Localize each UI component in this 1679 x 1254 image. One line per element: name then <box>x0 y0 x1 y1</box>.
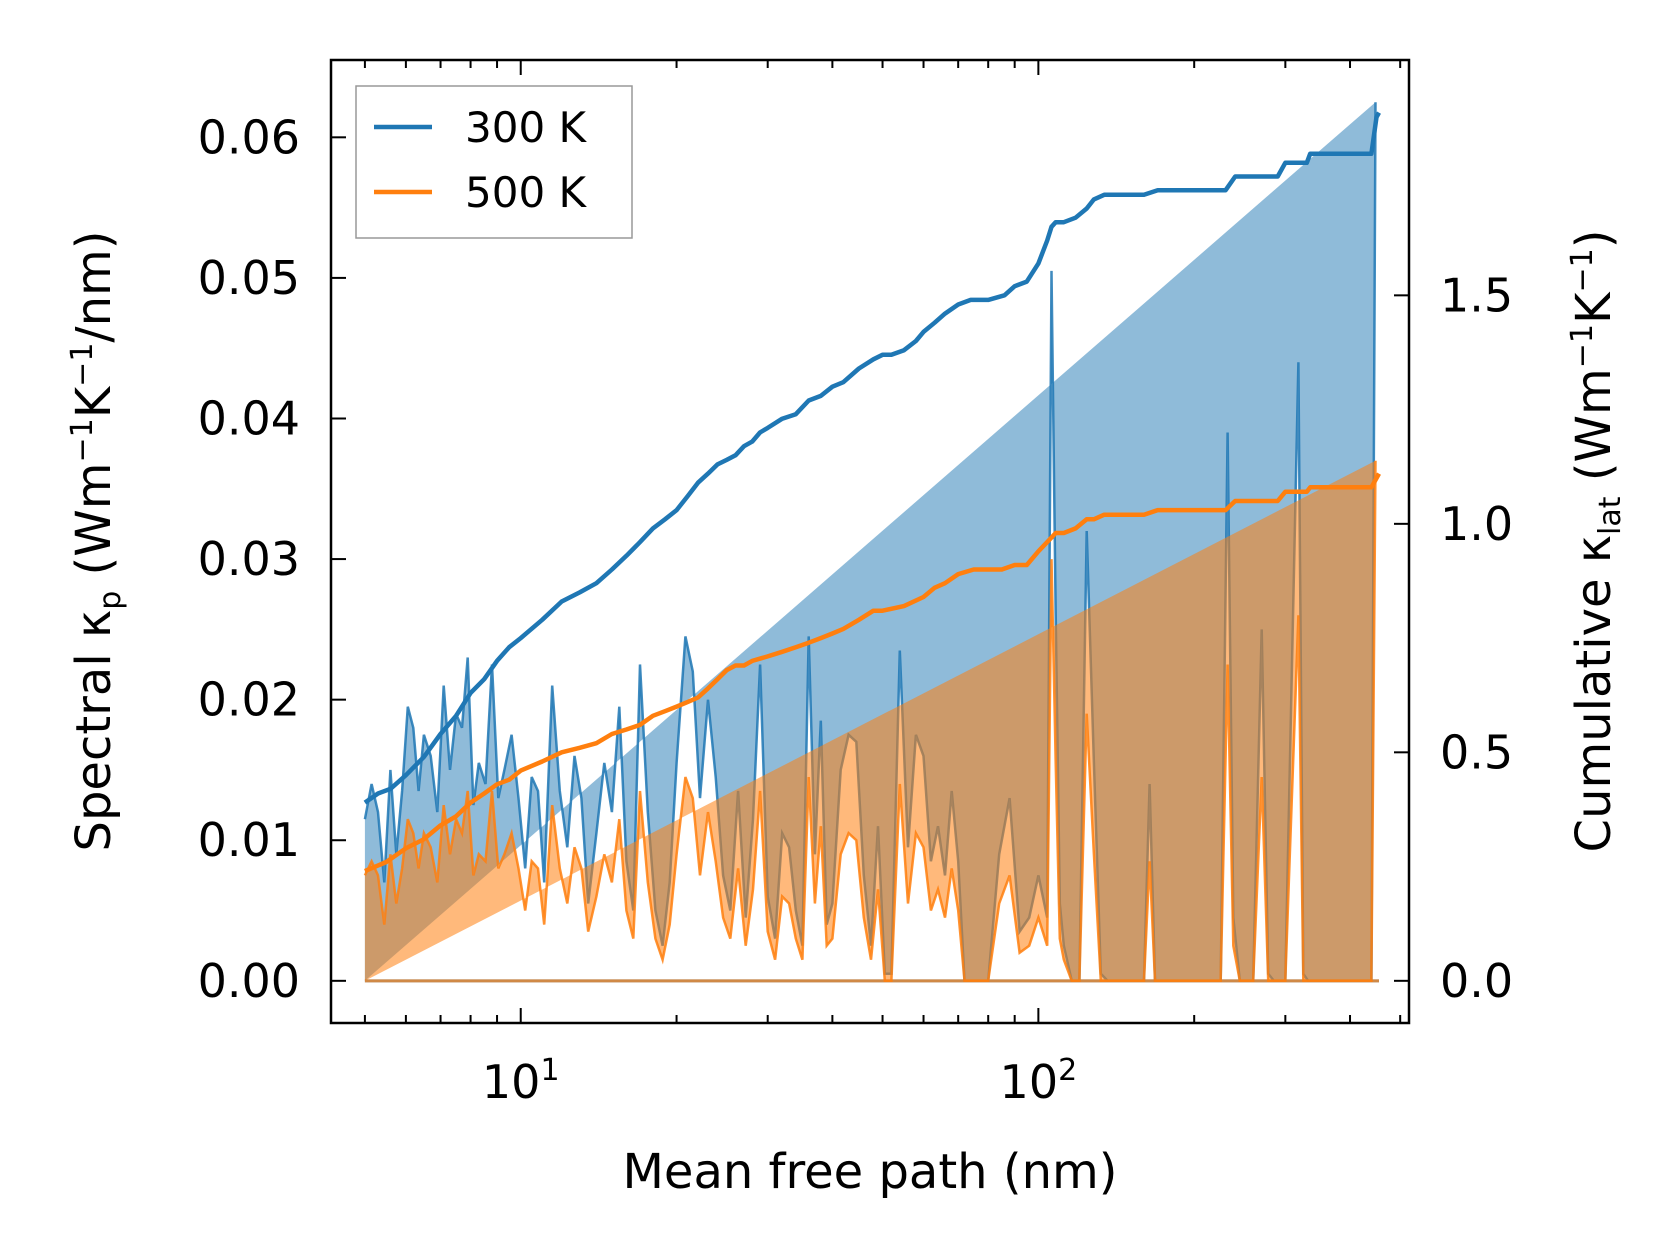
plot-frame <box>329 58 1411 1025</box>
right-y-tick-label: 0.5 <box>1440 725 1513 779</box>
left-y-tick-label: 0.00 <box>198 954 300 1008</box>
plot-content <box>363 102 1381 983</box>
right-y-tick-label: 0.0 <box>1440 954 1513 1008</box>
left-y-tick-label: 0.02 <box>198 673 300 727</box>
right-y-axis-title: Cumulative κlat (Wm−1K−1) <box>1565 230 1628 853</box>
left-y-tick-label: 0.06 <box>198 110 300 164</box>
legend-label-500k: 500 K <box>465 168 588 217</box>
cumulative-line-1 <box>364 472 1381 874</box>
legend-box <box>355 85 633 239</box>
ticks <box>331 60 1409 1023</box>
right-y-tick-label: 1.0 <box>1440 497 1513 551</box>
right-y-tick-label: 1.5 <box>1440 268 1513 322</box>
left-y-axis-title: Spectral κp (Wm−1K−1/nm) <box>65 231 128 852</box>
left-y-tick-label: 0.01 <box>198 813 300 867</box>
left-y-tick-label: 0.03 <box>198 532 300 586</box>
x-tick-label: 101 <box>482 1053 560 1109</box>
cumulative-line-0 <box>363 111 1381 805</box>
legend: 300 K 500 K <box>355 85 633 239</box>
tick-labels: 101 102 0.00 0.01 0.02 0.03 0.04 0.05 0.06 0.0 0.5… <box>198 110 1514 1109</box>
x-axis-title: Mean free path (nm) <box>623 1144 1118 1200</box>
left-y-tick-label: 0.04 <box>198 391 300 445</box>
spectral-area-1 <box>364 460 1376 981</box>
legend-label-300k: 300 K <box>465 103 588 152</box>
left-y-tick-label: 0.05 <box>198 251 300 305</box>
x-tick-label: 102 <box>1000 1053 1078 1109</box>
